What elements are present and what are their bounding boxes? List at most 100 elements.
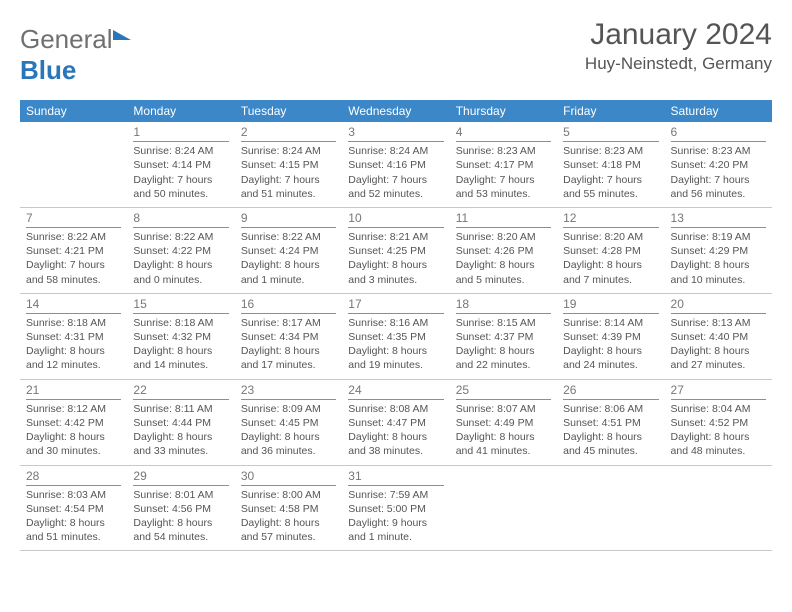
daylight-text-1: Daylight: 8 hours xyxy=(671,344,766,358)
sunset-text: Sunset: 4:37 PM xyxy=(456,330,551,344)
sunrise-text: Sunrise: 8:01 AM xyxy=(133,488,228,502)
day-number: 4 xyxy=(456,122,551,142)
day-cell: 26Sunrise: 8:06 AMSunset: 4:51 PMDayligh… xyxy=(557,379,664,465)
day-number: 18 xyxy=(456,294,551,314)
daylight-text-2: and 7 minutes. xyxy=(563,273,658,287)
day-header-sunday: Sunday xyxy=(20,100,127,122)
daylight-text-2: and 58 minutes. xyxy=(26,273,121,287)
daylight-text-1: Daylight: 8 hours xyxy=(241,344,336,358)
day-cell: . xyxy=(557,465,664,551)
day-number: 8 xyxy=(133,208,228,228)
day-number: 24 xyxy=(348,380,443,400)
daylight-text-1: Daylight: 8 hours xyxy=(671,430,766,444)
day-number: 7 xyxy=(26,208,121,228)
day-number: 19 xyxy=(563,294,658,314)
logo-triangle-icon xyxy=(113,30,131,40)
daylight-text-2: and 36 minutes. xyxy=(241,444,336,458)
sunset-text: Sunset: 4:26 PM xyxy=(456,244,551,258)
sunrise-text: Sunrise: 8:12 AM xyxy=(26,402,121,416)
day-header-friday: Friday xyxy=(557,100,664,122)
day-number: 11 xyxy=(456,208,551,228)
sunset-text: Sunset: 4:49 PM xyxy=(456,416,551,430)
sunset-text: Sunset: 4:25 PM xyxy=(348,244,443,258)
sunset-text: Sunset: 4:44 PM xyxy=(133,416,228,430)
sunrise-text: Sunrise: 8:21 AM xyxy=(348,230,443,244)
sunset-text: Sunset: 4:24 PM xyxy=(241,244,336,258)
daylight-text-2: and 27 minutes. xyxy=(671,358,766,372)
day-number: 12 xyxy=(563,208,658,228)
sunset-text: Sunset: 4:31 PM xyxy=(26,330,121,344)
daylight-text-2: and 57 minutes. xyxy=(241,530,336,544)
sunrise-text: Sunrise: 8:11 AM xyxy=(133,402,228,416)
day-cell: 13Sunrise: 8:19 AMSunset: 4:29 PMDayligh… xyxy=(665,207,772,293)
daylight-text-2: and 51 minutes. xyxy=(26,530,121,544)
sunrise-text: Sunrise: 8:20 AM xyxy=(456,230,551,244)
sunrise-text: Sunrise: 8:15 AM xyxy=(456,316,551,330)
sunset-text: Sunset: 4:34 PM xyxy=(241,330,336,344)
sunrise-text: Sunrise: 8:13 AM xyxy=(671,316,766,330)
daylight-text-2: and 56 minutes. xyxy=(671,187,766,201)
day-cell: . xyxy=(665,465,772,551)
logo-text-1: General xyxy=(20,24,113,54)
sunrise-text: Sunrise: 8:06 AM xyxy=(563,402,658,416)
daylight-text-2: and 30 minutes. xyxy=(26,444,121,458)
sunrise-text: Sunrise: 8:22 AM xyxy=(26,230,121,244)
daylight-text-1: Daylight: 8 hours xyxy=(26,344,121,358)
daylight-text-2: and 5 minutes. xyxy=(456,273,551,287)
day-number: 23 xyxy=(241,380,336,400)
sunset-text: Sunset: 4:28 PM xyxy=(563,244,658,258)
day-header-thursday: Thursday xyxy=(450,100,557,122)
sunrise-text: Sunrise: 8:23 AM xyxy=(456,144,551,158)
day-cell: 22Sunrise: 8:11 AMSunset: 4:44 PMDayligh… xyxy=(127,379,234,465)
day-number: 17 xyxy=(348,294,443,314)
daylight-text-1: Daylight: 7 hours xyxy=(133,173,228,187)
logo: GeneralBlue xyxy=(20,18,131,86)
day-number: 27 xyxy=(671,380,766,400)
daylight-text-2: and 10 minutes. xyxy=(671,273,766,287)
day-cell: 23Sunrise: 8:09 AMSunset: 4:45 PMDayligh… xyxy=(235,379,342,465)
day-number: 29 xyxy=(133,466,228,486)
day-number: 2 xyxy=(241,122,336,142)
sunrise-text: Sunrise: 8:22 AM xyxy=(133,230,228,244)
sunset-text: Sunset: 4:51 PM xyxy=(563,416,658,430)
daylight-text-2: and 17 minutes. xyxy=(241,358,336,372)
sunset-text: Sunset: 5:00 PM xyxy=(348,502,443,516)
daylight-text-1: Daylight: 8 hours xyxy=(133,344,228,358)
daylight-text-1: Daylight: 7 hours xyxy=(348,173,443,187)
sunset-text: Sunset: 4:47 PM xyxy=(348,416,443,430)
day-cell: . xyxy=(20,122,127,207)
daylight-text-1: Daylight: 8 hours xyxy=(563,430,658,444)
sunrise-text: Sunrise: 8:16 AM xyxy=(348,316,443,330)
week-row: 28Sunrise: 8:03 AMSunset: 4:54 PMDayligh… xyxy=(20,465,772,551)
day-cell: 17Sunrise: 8:16 AMSunset: 4:35 PMDayligh… xyxy=(342,293,449,379)
daylight-text-1: Daylight: 8 hours xyxy=(133,258,228,272)
daylight-text-2: and 51 minutes. xyxy=(241,187,336,201)
sunrise-text: Sunrise: 8:17 AM xyxy=(241,316,336,330)
daylight-text-2: and 45 minutes. xyxy=(563,444,658,458)
daylight-text-2: and 1 minute. xyxy=(348,530,443,544)
day-cell: 31Sunrise: 7:59 AMSunset: 5:00 PMDayligh… xyxy=(342,465,449,551)
day-cell: 6Sunrise: 8:23 AMSunset: 4:20 PMDaylight… xyxy=(665,122,772,207)
daylight-text-2: and 54 minutes. xyxy=(133,530,228,544)
daylight-text-1: Daylight: 8 hours xyxy=(563,258,658,272)
sunrise-text: Sunrise: 8:24 AM xyxy=(241,144,336,158)
day-cell: 14Sunrise: 8:18 AMSunset: 4:31 PMDayligh… xyxy=(20,293,127,379)
day-cell: 24Sunrise: 8:08 AMSunset: 4:47 PMDayligh… xyxy=(342,379,449,465)
daylight-text-2: and 33 minutes. xyxy=(133,444,228,458)
day-number: 15 xyxy=(133,294,228,314)
daylight-text-1: Daylight: 8 hours xyxy=(241,516,336,530)
day-cell: 4Sunrise: 8:23 AMSunset: 4:17 PMDaylight… xyxy=(450,122,557,207)
sunset-text: Sunset: 4:39 PM xyxy=(563,330,658,344)
sunset-text: Sunset: 4:16 PM xyxy=(348,158,443,172)
sunset-text: Sunset: 4:52 PM xyxy=(671,416,766,430)
sunrise-text: Sunrise: 8:04 AM xyxy=(671,402,766,416)
day-cell: 7Sunrise: 8:22 AMSunset: 4:21 PMDaylight… xyxy=(20,207,127,293)
daylight-text-2: and 24 minutes. xyxy=(563,358,658,372)
page-header: GeneralBlue January 2024 Huy-Neinstedt, … xyxy=(20,18,772,86)
calendar-head: SundayMondayTuesdayWednesdayThursdayFrid… xyxy=(20,100,772,122)
sunset-text: Sunset: 4:29 PM xyxy=(671,244,766,258)
sunset-text: Sunset: 4:14 PM xyxy=(133,158,228,172)
sunset-text: Sunset: 4:45 PM xyxy=(241,416,336,430)
day-cell: 3Sunrise: 8:24 AMSunset: 4:16 PMDaylight… xyxy=(342,122,449,207)
sunrise-text: Sunrise: 8:24 AM xyxy=(133,144,228,158)
